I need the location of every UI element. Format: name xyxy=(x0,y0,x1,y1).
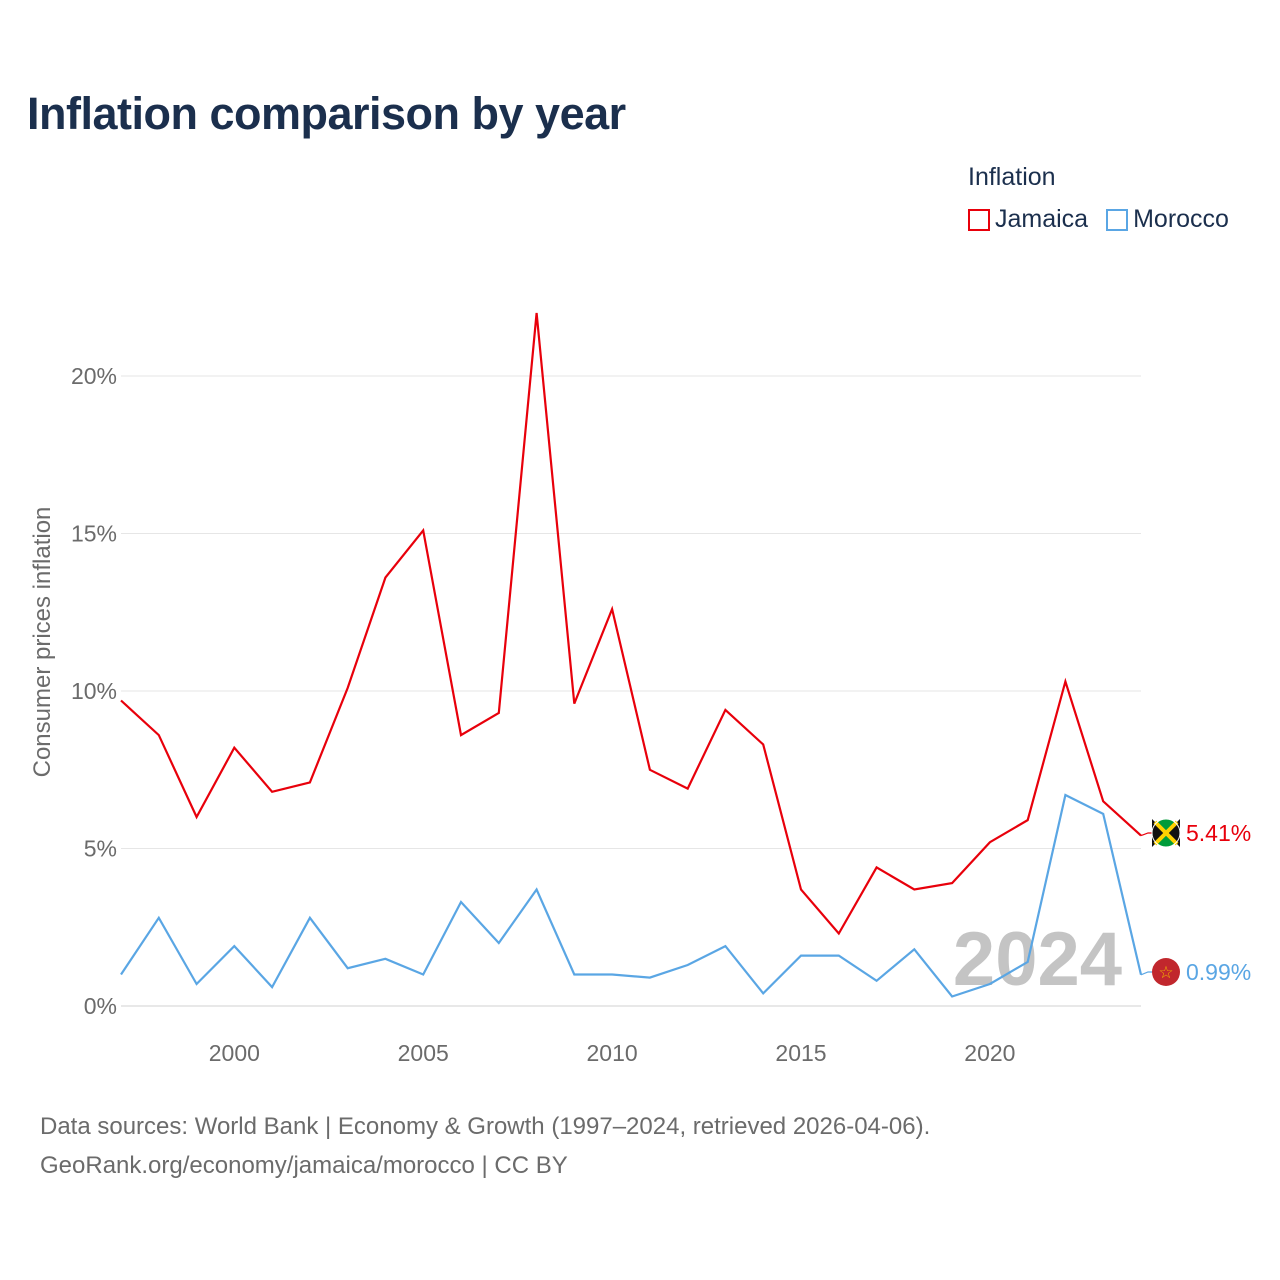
footer: Data sources: World Bank | Economy & Gro… xyxy=(40,1107,930,1185)
legend-swatch-morocco xyxy=(1106,208,1129,231)
footer-link[interactable]: GeoRank.org/economy/jamaica/morocco | CC… xyxy=(40,1152,568,1179)
end-value-label-morocco: 0.99% xyxy=(1186,959,1251,985)
x-axis-ticks: 2000 2005 2010 2015 2020 xyxy=(209,1040,1016,1066)
y-tick-label: 0% xyxy=(84,993,117,1019)
x-tick-label: 2005 xyxy=(398,1040,449,1066)
year-watermark: 2024 xyxy=(953,917,1122,1002)
x-tick-label: 2000 xyxy=(209,1040,260,1066)
y-tick-label: 10% xyxy=(71,678,117,704)
footer-source: Data sources: World Bank | Economy & Gro… xyxy=(40,1113,931,1140)
legend-label-morocco: Morocco xyxy=(1133,205,1229,233)
legend-item-jamaica[interactable]: Jamaica xyxy=(968,205,1088,234)
end-value-label-jamaica: 5.41% xyxy=(1186,820,1251,846)
y-axis-ticks: 0% 5% 10% 15% 20% xyxy=(71,363,117,1019)
end-connector-morocco xyxy=(1140,971,1152,976)
series xyxy=(120,312,1143,998)
x-tick-label: 2010 xyxy=(587,1040,638,1066)
legend-title: Inflation xyxy=(968,163,1056,191)
x-tick-label: 2020 xyxy=(964,1040,1015,1066)
end-labels: 5.41% ☆ 0.99% xyxy=(1140,818,1251,986)
morocco-flag-icon: ☆ xyxy=(1152,958,1180,986)
y-axis-label: Consumer prices inflation xyxy=(29,507,56,778)
legend-label-jamaica: Jamaica xyxy=(995,205,1089,233)
y-tick-label: 5% xyxy=(84,836,117,862)
legend-item-morocco[interactable]: Morocco xyxy=(1106,205,1229,234)
svg-text:☆: ☆ xyxy=(1158,963,1173,983)
y-tick-label: 20% xyxy=(71,363,117,389)
x-tick-label: 2015 xyxy=(775,1040,826,1066)
series-line-jamaica[interactable] xyxy=(120,312,1142,936)
end-connector-jamaica xyxy=(1140,832,1152,837)
chart-title: Inflation comparison by year xyxy=(27,88,626,139)
y-tick-label: 15% xyxy=(71,521,117,547)
series-line-morocco[interactable] xyxy=(120,793,1143,998)
jamaica-flag-icon xyxy=(1151,818,1181,848)
legend: Jamaica Morocco xyxy=(968,205,1229,234)
legend-swatch-jamaica xyxy=(968,208,990,231)
